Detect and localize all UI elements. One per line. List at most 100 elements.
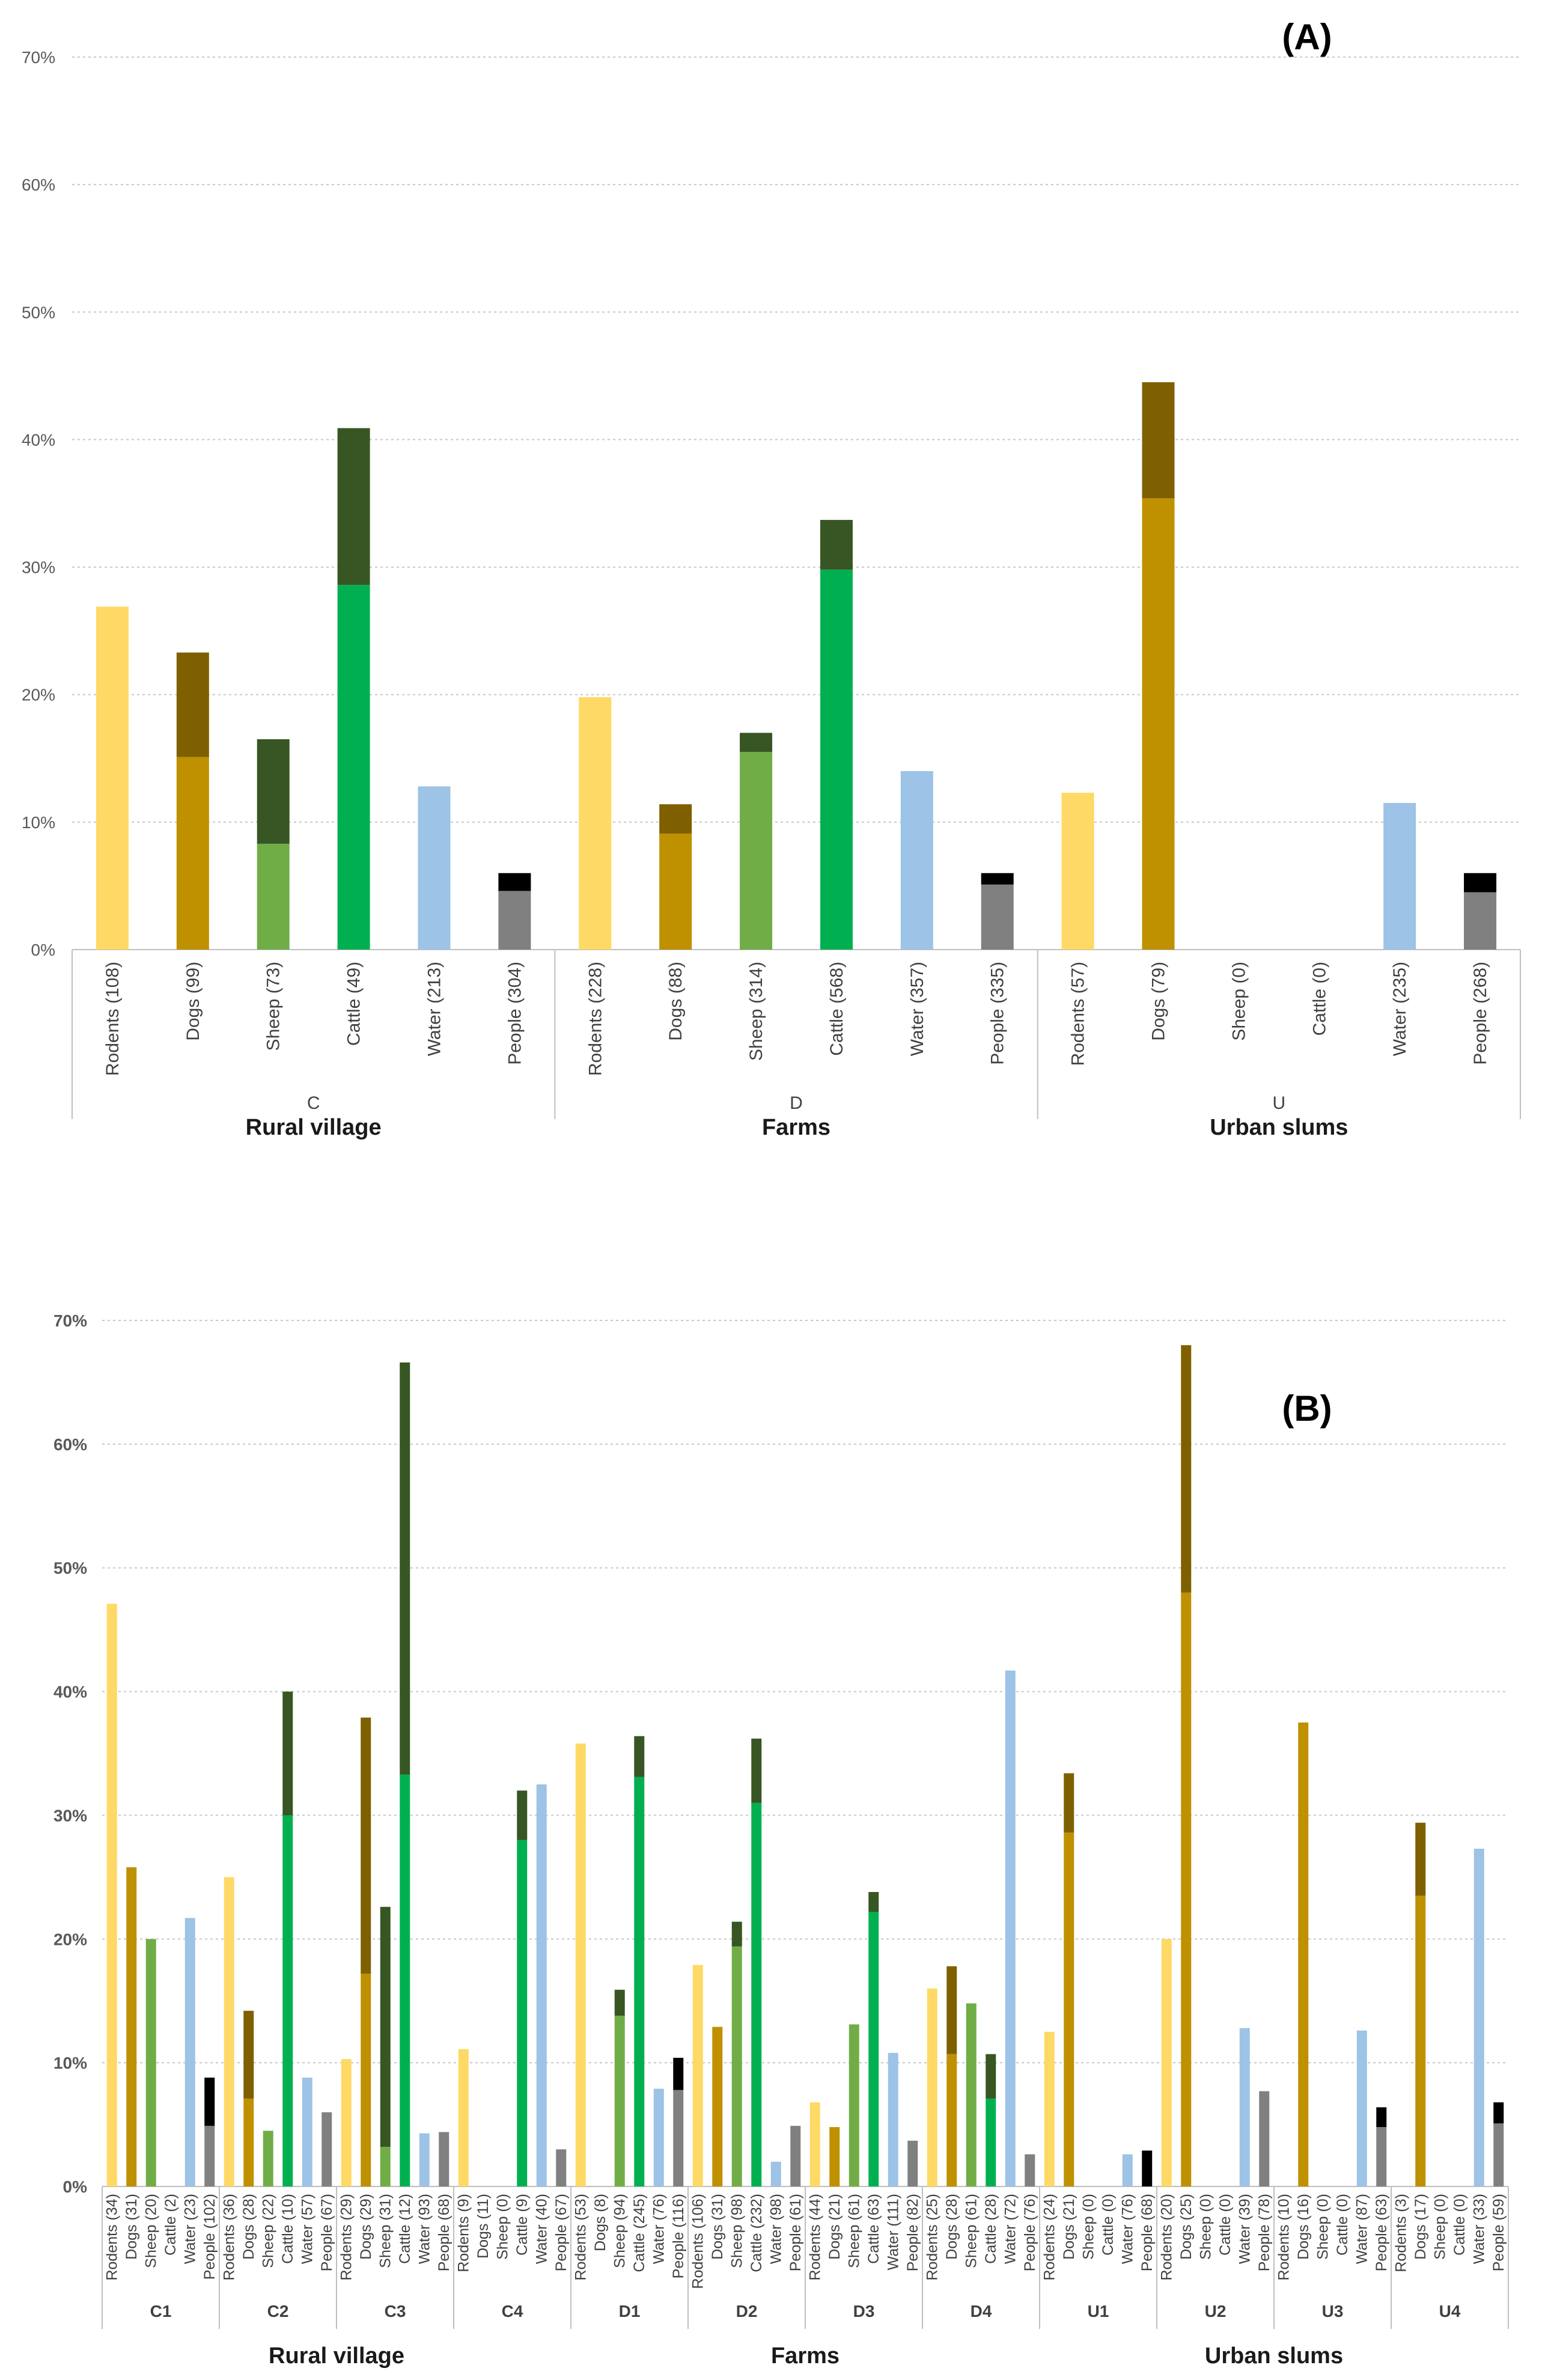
y-tick-label: 10%	[22, 813, 55, 832]
bar-segment	[361, 1973, 371, 2186]
bar-segment	[981, 873, 1014, 885]
x-category-label: Cattle (0)	[1334, 2194, 1351, 2256]
x-category-label: Water (72)	[1002, 2194, 1019, 2264]
x-category-label: Dogs (88)	[666, 962, 686, 1041]
bar-segment	[439, 2132, 449, 2186]
bar-segment	[1239, 2028, 1250, 2186]
bar-segment	[282, 1691, 293, 1816]
y-tick-label: 40%	[53, 1683, 87, 1701]
x-category-label: Water (213)	[425, 962, 445, 1056]
bar-segment	[341, 2058, 352, 2186]
bar-segment	[337, 428, 370, 585]
bar-segment	[1181, 1592, 1192, 2186]
x-category-label: Water (33)	[1470, 2194, 1487, 2264]
bar-segment	[579, 697, 612, 950]
bar-segment	[96, 606, 129, 950]
bar-segment	[927, 1988, 937, 2186]
y-tick-label: 60%	[53, 1435, 87, 1454]
bar-segment	[1464, 892, 1497, 950]
y-tick-label: 60%	[22, 175, 55, 194]
x-category-label: Sheep (94)	[611, 2194, 628, 2268]
bar-segment	[946, 2054, 957, 2186]
y-tick-label: 0%	[31, 941, 55, 959]
x-category-label: Dogs (8)	[592, 2194, 609, 2251]
bar-segment	[790, 2126, 801, 2186]
bar-segment	[257, 739, 290, 844]
bar-segment	[966, 2003, 977, 2186]
x-category-label: Cattle (63)	[865, 2194, 882, 2264]
bar-segment	[243, 2010, 254, 2099]
x-category-label: Water (98)	[767, 2194, 784, 2264]
bar-segment	[692, 1965, 703, 2186]
group-code-label: D3	[853, 2302, 875, 2320]
bar-segment	[809, 2102, 820, 2186]
x-category-label: Cattle (568)	[827, 962, 847, 1056]
x-category-label: Rodents (25)	[924, 2194, 940, 2281]
bar-segment	[400, 1774, 410, 2186]
x-category-label: Sheep (20)	[142, 2194, 159, 2268]
bar-segment	[1473, 1849, 1484, 2186]
bar-segment	[986, 2098, 996, 2186]
x-category-label: Rodents (57)	[1068, 962, 1088, 1066]
x-category-label: Dogs (28)	[943, 2194, 960, 2260]
bar-segment	[361, 1717, 371, 1974]
x-category-label: Dogs (31)	[709, 2194, 726, 2260]
x-category-label: Cattle (2)	[162, 2194, 179, 2256]
group-code-label: U	[1272, 1093, 1285, 1113]
x-category-label: Rodents (108)	[103, 962, 123, 1076]
bar-segment	[176, 757, 209, 950]
bar-segment	[712, 2027, 723, 2186]
bar-segment	[868, 1892, 879, 1912]
bar-segment	[653, 2089, 664, 2186]
x-category-label: People (82)	[904, 2194, 921, 2271]
y-tick-label: 40%	[22, 430, 55, 449]
bar-segment	[770, 2161, 781, 2186]
x-category-label: Cattle (232)	[748, 2194, 765, 2272]
x-category-label: Dogs (79)	[1149, 962, 1169, 1041]
x-category-label: Sheep (61)	[846, 2194, 862, 2268]
group-code-label: C	[307, 1093, 320, 1113]
x-category-label: People (68)	[436, 2194, 453, 2271]
x-category-label: Dogs (29)	[358, 2194, 374, 2260]
x-category-label: Water (23)	[181, 2194, 198, 2264]
group-code-label: C3	[385, 2302, 406, 2320]
bar-segment	[517, 1840, 528, 2186]
x-category-label: People (78)	[1256, 2194, 1273, 2271]
x-category-label: Dogs (28)	[240, 2194, 257, 2260]
bar-segment	[1025, 2154, 1035, 2186]
x-category-label: Rodents (228)	[585, 962, 605, 1076]
x-category-label: People (61)	[787, 2194, 804, 2271]
setting-label: Rural village	[246, 1115, 382, 1140]
bar-segment	[1415, 1822, 1426, 1896]
x-category-label: Water (111)	[885, 2194, 901, 2270]
y-tick-label: 20%	[22, 686, 55, 704]
x-category-label: Water (357)	[907, 962, 927, 1056]
x-category-label: People (304)	[505, 962, 525, 1065]
x-category-label: Rodents (20)	[1158, 2194, 1175, 2281]
x-category-label: Rodents (10)	[1275, 2194, 1292, 2281]
bar-segment	[204, 2077, 215, 2126]
x-category-label: People (63)	[1373, 2194, 1390, 2271]
bar-segment	[981, 884, 1014, 950]
bar-segment	[1064, 1773, 1074, 1833]
bar-segment	[418, 786, 451, 950]
bar-segment	[829, 2127, 840, 2186]
bar-segment	[126, 1867, 137, 2186]
x-category-label: Water (40)	[533, 2194, 550, 2264]
bar-segment	[1376, 2107, 1387, 2128]
x-category-label: Cattle (10)	[279, 2194, 296, 2264]
chart-panel-B: 0%10%20%30%40%50%60%70%Rodents (34) Dogs …	[53, 1311, 1509, 2369]
bar-segment	[1376, 2127, 1387, 2186]
bar-segment	[556, 2149, 567, 2186]
setting-label: Farms	[762, 1115, 830, 1140]
bar-segment	[731, 1921, 742, 1947]
bar-segment	[176, 652, 209, 757]
bar-segment	[1259, 2091, 1270, 2186]
x-category-label: People (67)	[318, 2194, 335, 2271]
setting-label: Farms	[771, 2343, 840, 2369]
bar-segment	[224, 1877, 234, 2186]
x-category-label: People (102)	[201, 2194, 218, 2280]
bar-segment	[257, 843, 290, 950]
bar-segment	[380, 1906, 391, 2147]
